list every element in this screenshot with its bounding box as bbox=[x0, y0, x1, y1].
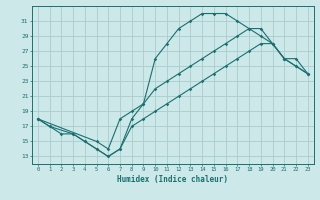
X-axis label: Humidex (Indice chaleur): Humidex (Indice chaleur) bbox=[117, 175, 228, 184]
